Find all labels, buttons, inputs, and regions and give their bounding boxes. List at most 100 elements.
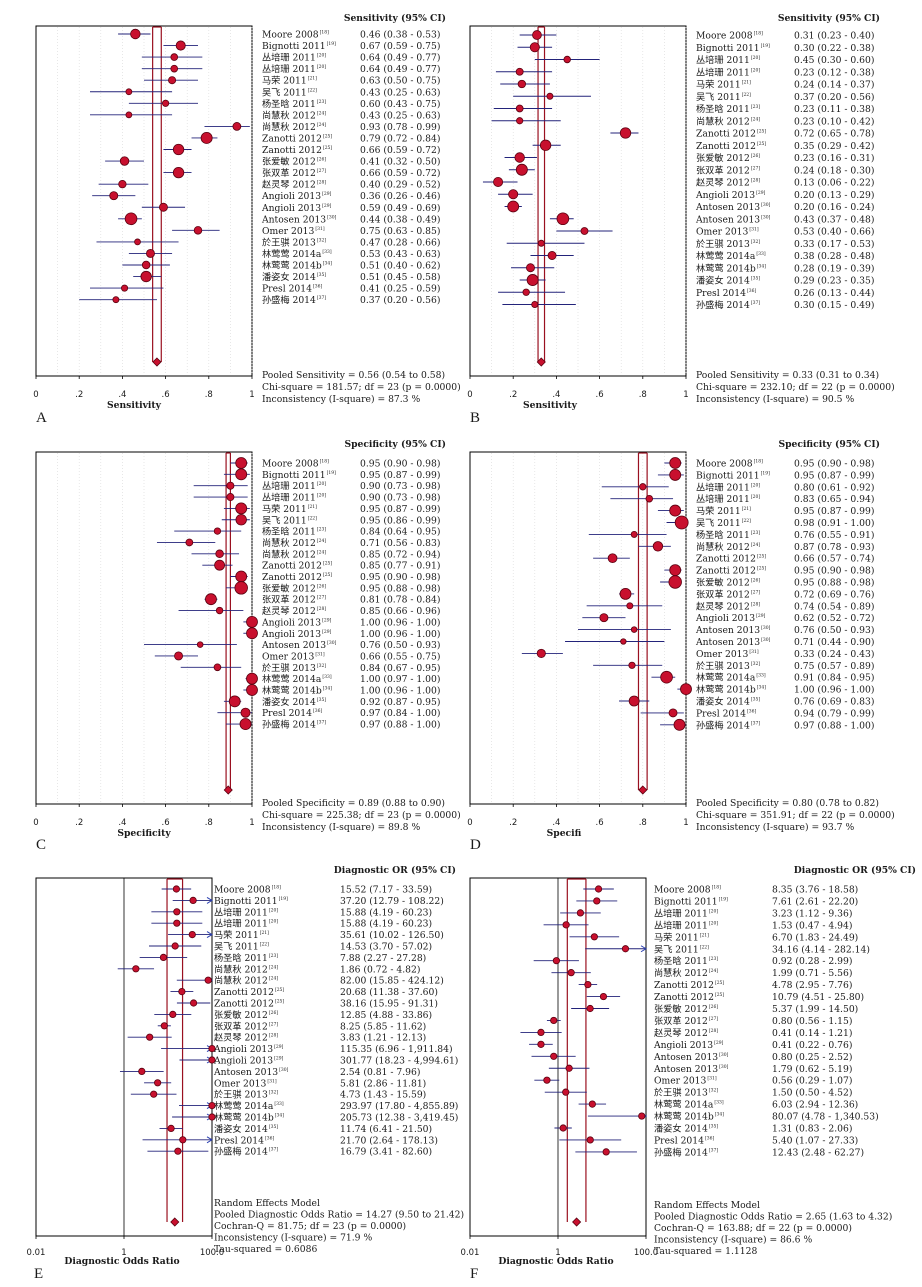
point-estimate [599,613,609,623]
point-estimate [174,651,184,661]
study-ref: [30] [327,214,336,220]
point-estimate [668,708,678,718]
forest-plot-d: Moore 2008 [18] 0.95 (0.90 - 0.98) Bignotti… [467,439,894,839]
study-label: Angioli 2013 [695,613,755,624]
study-value: 0.64 (0.49 - 0.77) [360,53,440,64]
study-label: 张双革 2012 [262,167,316,179]
summary-line: Random Effects Model [654,1200,760,1211]
study-label: Angioli 2013 [653,1040,713,1051]
x-tick-label: .4 [552,818,560,828]
study-label: 於王骐 2013 [262,662,316,674]
point-estimate [226,493,235,502]
study-value: 0.72 (0.69 - 0.76) [794,589,874,600]
point-estimate [213,527,222,535]
panel-letter: D [470,837,481,853]
point-estimate [158,202,168,212]
study-label: 於王骐 2013 [696,238,750,250]
study-label: Presl 2014 [214,1135,264,1146]
study-value: 35.61 (10.02 - 126.50) [340,930,444,941]
point-estimate [576,909,585,917]
study-ref: [28] [709,1028,718,1034]
study-value: 0.95 (0.90 - 0.98) [794,459,874,470]
study-value: 1.00 (0.96 - 1.00) [360,617,440,628]
panel-letter: E [34,1266,44,1282]
study-label: 丛培珊 2011 [262,492,316,504]
point-estimate [669,457,682,469]
study-label: Bignotti 2011 [214,896,278,907]
point-estimate [543,1076,551,1084]
point-estimate [493,176,504,188]
study-ref: [30] [327,640,336,646]
forest-plot-e: Moore 2008 [18] 15.52 (7.17 - 33.59) Bignot… [27,865,465,1267]
study-ref: [31] [315,651,324,657]
study-label: Angioli 2013 [261,617,321,628]
study-value: 115.35 (6.96 - 1,911.84) [340,1044,453,1055]
study-ref: [22] [742,518,751,524]
study-label: 丛培珊 2011 [214,906,268,918]
study-ref: [19] [327,41,336,47]
study-label: 丛培珊 2011 [696,54,750,66]
point-estimate [515,163,528,176]
point-estimate [138,1067,146,1075]
study-label: 杨圣晗 2011 [654,955,708,967]
study-ref: [35] [269,1124,278,1130]
study-label: 孙盛梅 2014 [696,299,750,311]
study-ref: [22] [700,944,709,950]
x-tick-label: 1 [683,390,688,400]
study-ref: [26] [317,157,326,163]
study-ref: [37] [709,1147,718,1153]
study-value: 0.75 (0.63 - 0.85) [360,226,440,237]
study-value: 0.33 (0.17 - 0.53) [794,239,874,250]
study-label: 吴飞 2011 [696,518,741,529]
x-tick-label: .8 [639,390,647,400]
study-label: Antosen 2013 [261,640,326,651]
study-value: 3.23 (1.12 - 9.36) [772,908,852,919]
study-value: 0.85 (0.77 - 0.91) [360,561,440,572]
study-label: 马荣 2011 [262,503,307,515]
study-label: 杨圣晗 2011 [262,526,316,538]
panel-letter: F [470,1266,479,1282]
study-label: Zanotti 2012 [654,992,714,1003]
study-value: 0.26 (0.13 - 0.44) [794,288,874,299]
study-ref: [26] [709,1004,718,1010]
study-ref: [35] [751,697,760,703]
study-value: 1.99 (0.71 - 5.56) [772,968,852,979]
study-ref: [22] [260,942,269,948]
study-value: 34.16 (4.14 - 282.14) [772,944,870,955]
study-label: 赵灵琴 2012 [262,179,316,191]
study-value: 0.23 (0.12 - 0.38) [794,67,874,78]
study-value: 0.84 (0.67 - 0.95) [360,663,440,674]
point-estimate [172,166,185,179]
x-tick-label: 1 [249,818,254,828]
point-estimate [121,284,129,292]
study-ref: [24] [269,964,278,970]
study-ref: [33] [756,251,765,257]
study-ref: [28] [317,180,326,186]
study-ref: [36] [747,288,756,294]
study-label: 张爱敏 2012 [696,577,750,589]
study-ref: [24] [751,542,760,548]
point-estimate [134,238,141,246]
point-estimate [619,127,632,139]
point-estimate [169,1010,177,1018]
study-label: 林莺莺 2014b [696,262,756,274]
point-estimate [146,1033,154,1041]
study-ref: [21] [700,932,709,938]
study-ref: [20] [269,907,278,913]
study-label: 尚慧秋 2012 [654,967,708,979]
point-estimate [205,593,217,606]
study-label: 吴飞 2011 [262,87,307,98]
study-label: Zanotti 2012 [696,129,756,140]
summary-line: Inconsistency (I-square) = 86.6 % [654,1235,812,1246]
study-value: 0.23 (0.16 - 0.31) [794,153,874,164]
study-ref: [18] [712,885,721,891]
point-estimate [112,296,120,304]
study-label: Moore 2008 [696,459,753,470]
study-ref: [25] [323,572,332,578]
point-estimate [132,965,140,973]
study-ref: [20] [317,481,326,487]
study-value: 0.36 (0.26 - 0.46) [360,191,440,202]
study-value: 0.66 (0.59 - 0.72) [360,145,440,156]
point-estimate [161,99,170,107]
study-ref: [27] [751,589,760,595]
